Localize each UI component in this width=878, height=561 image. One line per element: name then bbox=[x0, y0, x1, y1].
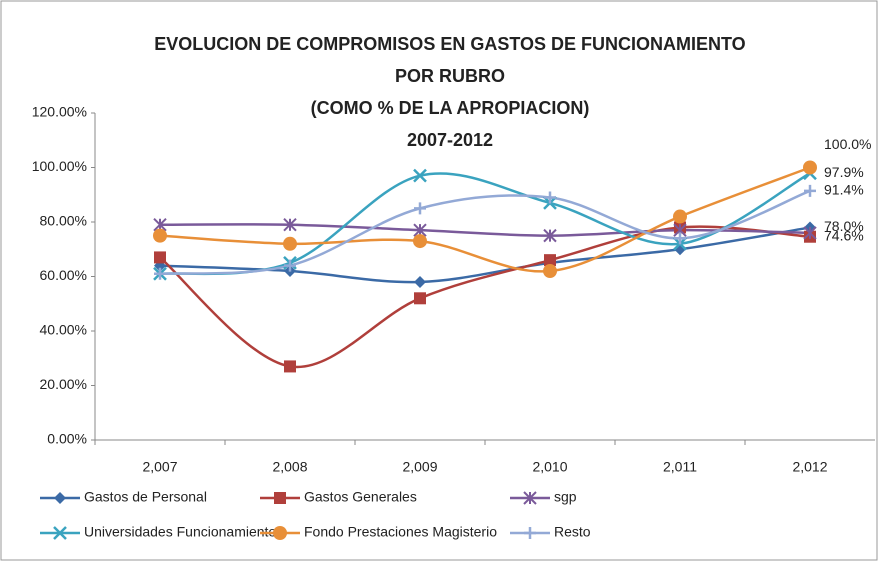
marker bbox=[154, 251, 166, 264]
data-label: 97.9% bbox=[824, 164, 864, 180]
marker bbox=[804, 184, 816, 197]
data-label: 74.6% bbox=[824, 227, 864, 243]
y-tick-label: 0.00% bbox=[47, 431, 87, 447]
x-tick-label: 2,012 bbox=[792, 459, 827, 475]
marker bbox=[414, 275, 426, 288]
x-tick-label: 2,010 bbox=[532, 459, 567, 475]
legend-marker bbox=[54, 492, 66, 504]
marker bbox=[544, 191, 556, 204]
legend-label: Gastos de Personal bbox=[84, 489, 207, 505]
marker bbox=[414, 292, 426, 305]
legend-label: sgp bbox=[554, 489, 577, 505]
legend-marker bbox=[274, 492, 286, 504]
y-tick-label: 80.00% bbox=[40, 213, 87, 229]
marker bbox=[803, 160, 817, 175]
x-tick-label: 2,009 bbox=[402, 459, 437, 475]
marker bbox=[283, 218, 297, 232]
marker bbox=[803, 226, 817, 240]
data-label: 78.0% bbox=[824, 218, 864, 234]
marker bbox=[413, 234, 427, 249]
marker bbox=[284, 360, 296, 373]
marker bbox=[284, 259, 296, 272]
marker bbox=[674, 232, 686, 245]
x-tick-label: 2,011 bbox=[663, 459, 697, 475]
legend-marker bbox=[523, 491, 537, 505]
series-line bbox=[159, 166, 811, 273]
legend-label: Fondo Prestaciones Magisterio bbox=[304, 524, 497, 540]
chart-title: POR RUBRO bbox=[395, 66, 505, 86]
chart-title: EVOLUCION DE COMPROMISOS EN GASTOS DE FU… bbox=[154, 34, 745, 54]
marker bbox=[414, 202, 426, 215]
marker bbox=[543, 228, 557, 243]
series-line bbox=[159, 225, 811, 369]
legend-marker bbox=[273, 526, 287, 540]
marker bbox=[154, 267, 166, 280]
legend-label: Gastos Generales bbox=[304, 489, 417, 505]
y-tick-label: 20.00% bbox=[40, 376, 87, 392]
marker bbox=[153, 228, 167, 243]
legend-label: Resto bbox=[554, 524, 591, 540]
y-tick-label: 100.00% bbox=[32, 158, 87, 174]
y-tick-label: 40.00% bbox=[40, 322, 87, 338]
legend-label: Universidades Funcionamiento bbox=[84, 524, 276, 540]
x-tick-label: 2,008 bbox=[272, 459, 307, 475]
data-label: 100.0% bbox=[824, 136, 871, 152]
marker bbox=[543, 264, 557, 279]
legend-marker bbox=[524, 527, 536, 539]
chart-title: (COMO % DE LA APROPIACION) bbox=[311, 98, 590, 118]
marker bbox=[283, 236, 297, 251]
legend-marker bbox=[53, 526, 67, 540]
marker bbox=[544, 254, 556, 267]
series-line bbox=[159, 172, 811, 276]
y-tick-label: 120.00% bbox=[32, 104, 87, 120]
marker bbox=[413, 168, 427, 183]
series-line bbox=[159, 223, 811, 237]
x-tick-label: 2,007 bbox=[142, 459, 177, 475]
data-label: 91.4% bbox=[824, 182, 864, 198]
marker bbox=[673, 209, 687, 224]
y-tick-label: 60.00% bbox=[40, 267, 87, 283]
series-line bbox=[159, 189, 811, 276]
chart-title: 2007-2012 bbox=[407, 130, 493, 150]
series-line bbox=[159, 226, 811, 284]
